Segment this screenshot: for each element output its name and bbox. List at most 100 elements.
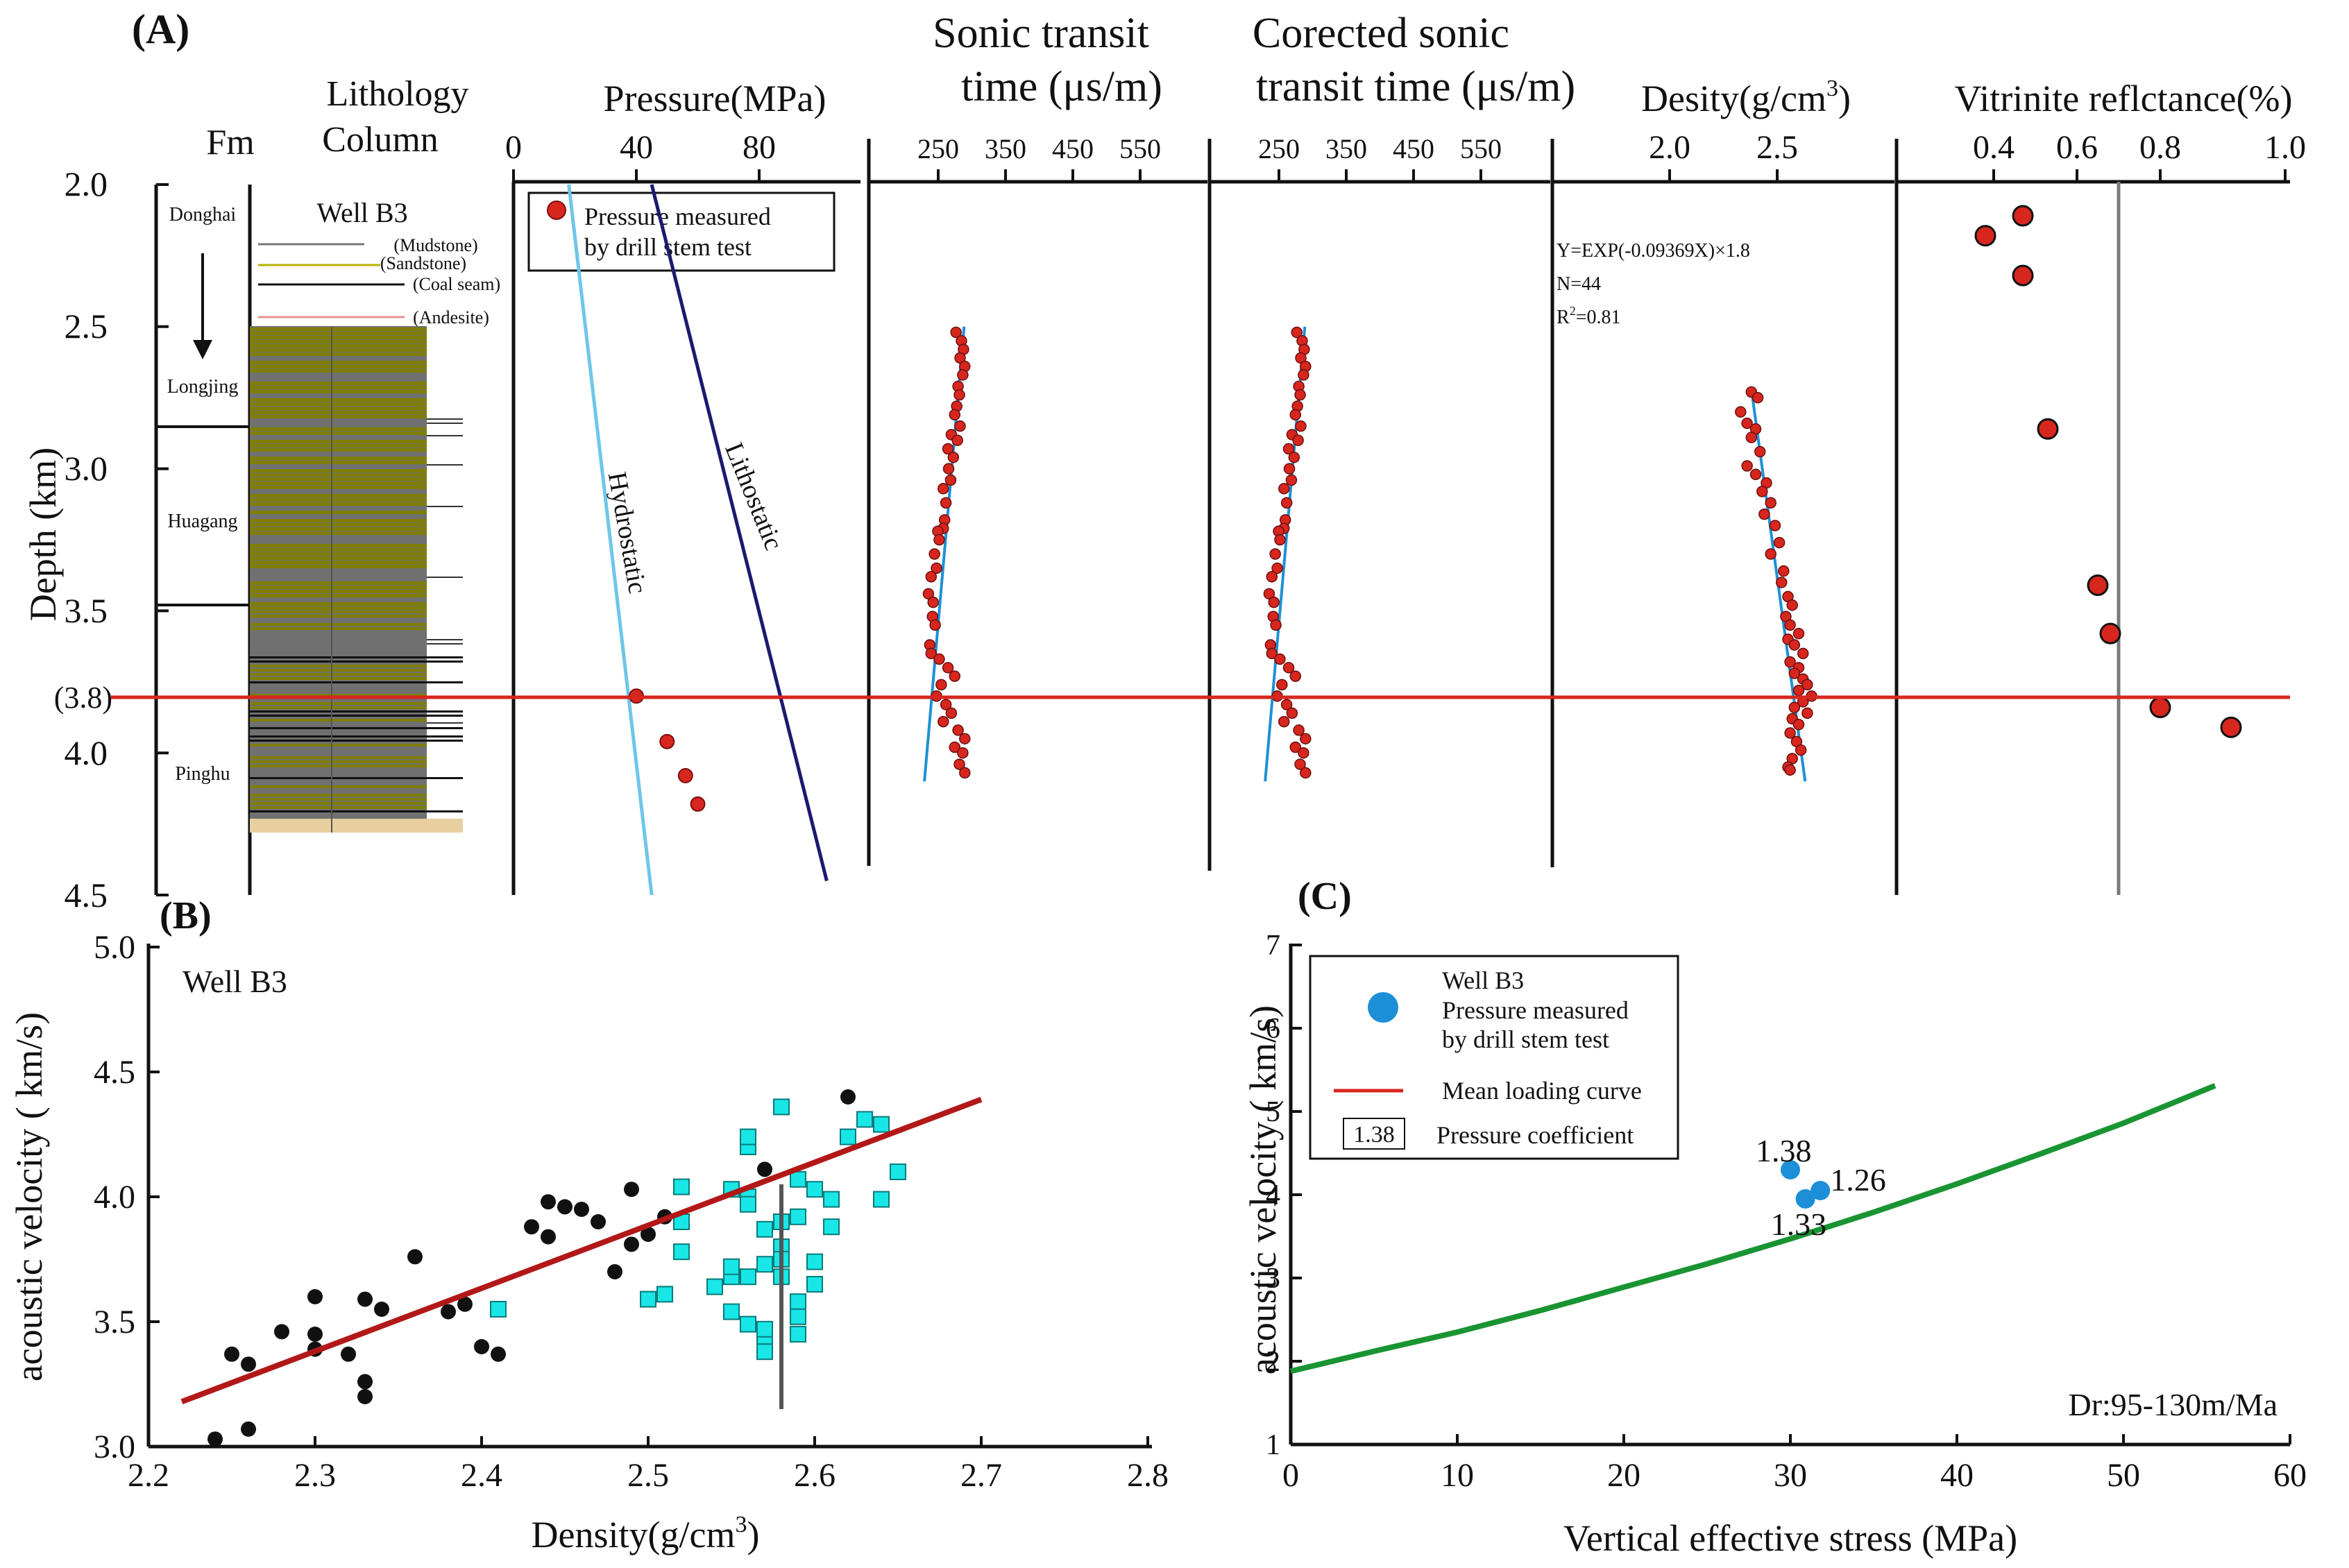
density-point	[1792, 718, 1805, 731]
lith-sandstone-bed	[250, 565, 427, 568]
panel-b-label: (B)	[160, 894, 212, 937]
sonic-tick: 250	[917, 133, 959, 164]
ro-tick: 0.4	[1973, 129, 2015, 166]
panel-c-x-tick-label: 10	[1441, 1457, 1474, 1494]
density-point	[1754, 445, 1766, 458]
density-point	[1735, 406, 1747, 418]
csonic-point	[1300, 733, 1312, 744]
lith-sandstone-bed	[250, 581, 427, 585]
lith-coal-bed	[250, 810, 463, 812]
lith-coal-bed	[250, 777, 463, 779]
lith-sandstone-bed	[250, 448, 427, 452]
panel-b-cyan-point	[740, 1315, 756, 1333]
panel-b-cyan-point	[806, 1253, 823, 1270]
panel-b-cyan-point	[873, 1191, 890, 1208]
panel-c-y-tick-label: 4	[1266, 1179, 1280, 1211]
panel-b-black-point	[624, 1236, 639, 1252]
panel-c-label: (C)	[1298, 875, 1352, 918]
vitrinite-point	[1974, 225, 1996, 247]
pressure-tick: 80	[743, 129, 776, 166]
panel-c-ticks: 0 10 20 30 40 50 60 1 2 3 4 5 6 7	[1266, 930, 2307, 1494]
csonic-point	[1285, 474, 1298, 486]
density-point	[1745, 432, 1758, 443]
density-point	[1784, 727, 1796, 739]
lith-sandstone-bed	[250, 494, 427, 497]
panel-b-black-point	[574, 1202, 589, 1217]
panel-c-legend: Well B3 Pressure measured by drill stem …	[1309, 955, 1679, 1160]
arrow-down-icon	[193, 340, 212, 359]
csonic-title-1: Corected sonic	[1253, 10, 1509, 57]
panel-b-x-tick-label: 2.7	[960, 1457, 1002, 1494]
lith-sandstone-bed	[250, 798, 427, 801]
csonic-point	[1289, 409, 1301, 421]
csonic-tick: 550	[1460, 133, 1502, 164]
fm-header: Fm	[206, 123, 254, 162]
panel-b-cyan-point	[823, 1218, 840, 1236]
depth-tick: 3.5	[65, 591, 108, 630]
panel-b-black-point	[840, 1089, 856, 1105]
lith-sandstone-bed	[250, 444, 427, 448]
depth-tick: 2.0	[65, 164, 108, 203]
panel-c-x-tick-label: 40	[1940, 1457, 1974, 1494]
csonic-point	[1274, 653, 1286, 665]
panel-c-marks: 1.38 1.261.33	[1290, 1083, 2216, 1374]
lith-sandstone-bed	[250, 348, 427, 352]
lith-sandstone-bed	[250, 694, 427, 697]
density-point	[1749, 468, 1762, 481]
lith-sandstone-bed	[250, 548, 427, 552]
lithology-strata	[250, 326, 463, 833]
density-point	[1795, 744, 1807, 756]
csonic-tick: 450	[1393, 133, 1434, 164]
mean-loading-curve	[1290, 1083, 2216, 1374]
panel-b-marks	[180, 1089, 983, 1447]
csonic-point	[1269, 548, 1281, 560]
lith-sandstone-bed	[250, 336, 427, 339]
lith-coal-bed	[250, 656, 463, 658]
panel-b-black-point	[374, 1302, 389, 1317]
sonic-point	[949, 670, 960, 682]
csonic-point	[1268, 596, 1280, 608]
panel-b-cyan-point	[790, 1293, 806, 1311]
panel-b-x-tick-label: 2.4	[461, 1457, 502, 1494]
panel-c-x-tick-label: 30	[1774, 1457, 1807, 1494]
density-point	[1788, 701, 1801, 713]
lith-sandstone-bed	[250, 386, 427, 389]
lith-sandstone-bed	[250, 590, 427, 593]
csonic-top-axis: 250 350 450 550	[1210, 133, 1550, 184]
panel-c-y-tick-label: 2	[1266, 1346, 1280, 1378]
density-point	[1758, 508, 1770, 520]
csonic-point	[1298, 369, 1309, 381]
lith-sandstone-bed	[250, 432, 427, 435]
panel-b-cyan-point	[806, 1181, 823, 1198]
lith-sandstone-bed	[250, 756, 427, 759]
panel-b-black-point	[441, 1304, 456, 1320]
density-point	[1788, 667, 1801, 679]
sonic-point	[954, 352, 966, 364]
panel-b-cyan-point	[740, 1195, 756, 1213]
density-tick: 2.5	[1756, 129, 1798, 166]
lith-sandstone-bed	[250, 352, 427, 356]
density-tick: 2.0	[1649, 129, 1690, 166]
panel-c-x-tick-label: 0	[1282, 1457, 1299, 1494]
pressure-tick: 40	[620, 129, 653, 166]
density-point	[1784, 656, 1796, 668]
panel-b-black-point	[607, 1264, 622, 1279]
density-point	[1756, 486, 1768, 497]
csonic-point	[1289, 670, 1301, 682]
panel-c-x-tick-label: 50	[2107, 1457, 2140, 1494]
panel-b-x-tick-label: 2.5	[627, 1457, 669, 1494]
csonic-point	[1294, 389, 1306, 401]
density-point	[1769, 520, 1781, 531]
panel-b-well: Well B3	[183, 964, 287, 999]
density-point	[1801, 679, 1813, 691]
lith-sandstone-bed	[250, 361, 427, 364]
density-point	[1784, 619, 1796, 631]
lith-sandstone-bed	[250, 498, 427, 502]
legend-sandstone: (Sandstone)	[380, 253, 466, 273]
panel-b-black-point	[474, 1339, 489, 1354]
lith-sandstone-bed	[250, 719, 427, 722]
lith-sandstone-bed	[250, 611, 427, 613]
panel-b-black-point	[541, 1229, 556, 1245]
panel-b-cyan-point	[840, 1128, 856, 1145]
csonic-point	[1280, 699, 1293, 710]
